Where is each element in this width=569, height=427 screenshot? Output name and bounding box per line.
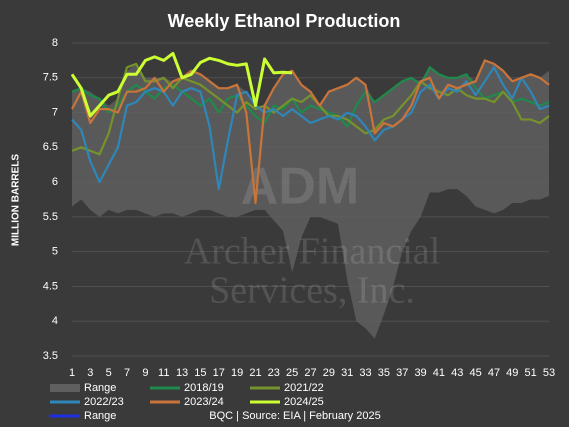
x-tick-label: 11	[158, 367, 169, 379]
y-axis-label: MILLION BARRELS	[11, 154, 22, 247]
x-tick-label: 3	[87, 367, 93, 379]
y-tick-label: 6	[52, 176, 58, 188]
y-tick-label: 6.5	[43, 141, 58, 153]
y-tick-label: 8	[52, 37, 58, 49]
x-tick-label: 53	[543, 367, 555, 379]
legend-swatch	[50, 384, 80, 392]
legend-label: Range	[84, 410, 116, 422]
y-tick-label: 3.5	[43, 350, 58, 362]
range-area	[72, 60, 549, 339]
legend-label: 2018/19	[184, 382, 224, 394]
y-tick-label: 5	[52, 246, 58, 258]
x-tick-label: 17	[213, 367, 225, 379]
x-tick-label: 51	[525, 367, 537, 379]
x-tick-label: 37	[396, 367, 408, 379]
x-tick-label: 23	[268, 367, 280, 379]
x-tick-label: 45	[469, 367, 481, 379]
watermark: ADM Archer Financial Services, Inc.	[184, 158, 440, 312]
x-tick-label: 35	[378, 367, 390, 379]
watermark-text: Services, Inc.	[209, 270, 415, 312]
x-tick-label: 39	[414, 367, 426, 379]
series-line	[71, 59, 550, 205]
series-line	[70, 51, 293, 118]
footer: BQC | Source: EIA | February 2025	[209, 410, 380, 422]
x-tick-label: 47	[488, 367, 500, 379]
x-tick-label: 31	[341, 367, 353, 379]
x-tick-label: 21	[249, 367, 261, 379]
x-tick-label: 43	[451, 367, 463, 379]
chart-title: Weekly Ethanol Production	[168, 11, 401, 31]
y-tick-label: 4	[52, 315, 58, 327]
x-tick-label: 1	[69, 367, 75, 379]
y-tick-label: 5.5	[43, 211, 58, 223]
x-tick-label: 27	[304, 367, 316, 379]
y-tick-label: 4.5	[43, 280, 58, 292]
x-tick-label: 25	[286, 367, 298, 379]
watermark-logo: ADM	[241, 158, 359, 216]
x-tick-label: 19	[231, 367, 243, 379]
legend-label: 2023/24	[184, 396, 224, 408]
x-tick-label: 13	[176, 367, 188, 379]
legend-label: 2022/23	[84, 396, 124, 408]
x-tick-label: 41	[433, 367, 445, 379]
x-tick-label: 29	[323, 367, 335, 379]
x-tick-label: 7	[124, 367, 130, 379]
y-tick-label: 7	[52, 106, 58, 118]
watermark-text: Archer Financial	[184, 231, 440, 273]
x-tick-label: 33	[359, 367, 371, 379]
x-tick-label: 5	[106, 367, 112, 379]
legend-label: 2021/22	[284, 382, 324, 394]
x-tick-label: 49	[506, 367, 518, 379]
series-line	[71, 66, 550, 128]
x-tick-label: 9	[142, 367, 148, 379]
legend-label: 2024/25	[284, 396, 324, 408]
y-tick-label: 7.5	[43, 72, 58, 84]
series-line	[71, 66, 550, 191]
legend-label: Range	[84, 382, 116, 394]
x-tick-label: 15	[194, 367, 206, 379]
